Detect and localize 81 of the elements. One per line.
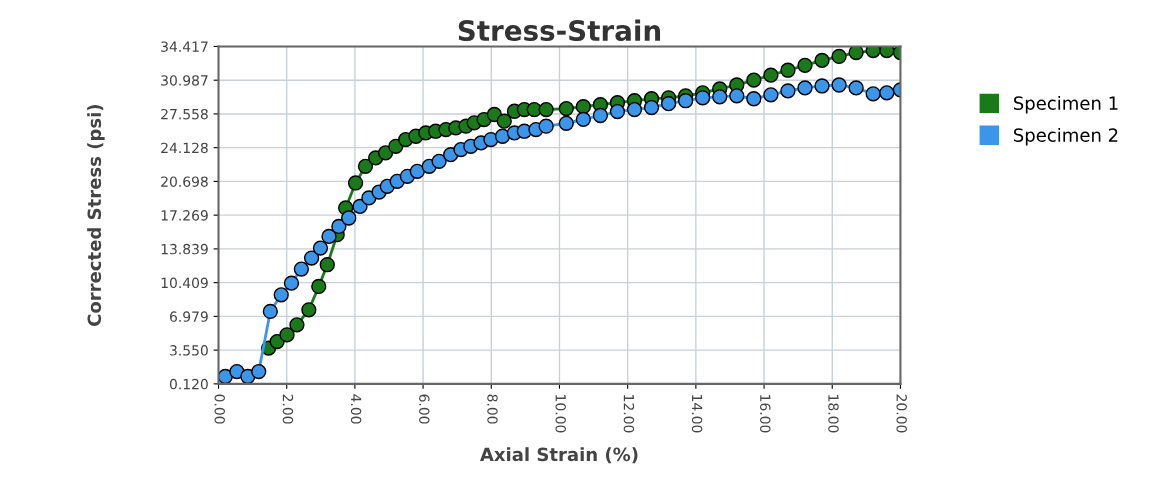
chart-title: Stress-Strain xyxy=(458,19,661,42)
point xyxy=(848,80,864,96)
point xyxy=(848,46,864,61)
x-tick-label: 16.00 xyxy=(760,395,771,433)
y-tick-label: 0.120 xyxy=(169,378,208,390)
y-tick-label: 24.128 xyxy=(161,142,208,154)
point xyxy=(879,85,895,101)
point xyxy=(431,153,447,169)
point xyxy=(695,90,711,106)
point xyxy=(273,287,289,303)
y-axis-title: Corrected Stress (psi) xyxy=(87,104,105,326)
x-tick-label: 0.00 xyxy=(214,394,225,424)
point xyxy=(763,87,779,103)
point xyxy=(797,57,813,73)
y-tick-label: 6.979 xyxy=(169,311,208,322)
point xyxy=(746,72,762,88)
point xyxy=(592,107,609,124)
point xyxy=(763,67,779,83)
point xyxy=(558,115,574,131)
point xyxy=(494,128,511,144)
point xyxy=(609,103,626,120)
x-tick-label: 18.00 xyxy=(828,395,839,433)
point xyxy=(831,48,847,65)
legend-label: Specimen 1 xyxy=(1013,95,1118,114)
point xyxy=(865,86,881,102)
point xyxy=(312,240,329,256)
point xyxy=(797,80,813,96)
point xyxy=(311,278,327,295)
point xyxy=(729,88,745,104)
y-tick-label: 10.409 xyxy=(161,277,208,289)
x-axis-title: Axial Strain (%) xyxy=(480,447,638,464)
x-tick-label: 2.00 xyxy=(282,394,294,424)
y-tick-label: 13.839 xyxy=(161,243,208,255)
point xyxy=(626,101,643,118)
point xyxy=(677,93,694,109)
point xyxy=(341,210,357,226)
x-tick-label: 20.00 xyxy=(896,394,907,433)
point xyxy=(558,100,574,117)
x-tick-label: 4.00 xyxy=(350,394,362,424)
point xyxy=(660,96,677,112)
legend-label: Specimen 2 xyxy=(1013,127,1118,146)
point xyxy=(746,91,762,107)
point xyxy=(293,261,309,277)
point xyxy=(262,303,278,320)
y-tick-label: 3.550 xyxy=(170,345,208,356)
x-tick-label: 10.00 xyxy=(555,395,566,433)
point xyxy=(575,98,591,115)
point xyxy=(303,250,320,266)
point xyxy=(289,317,305,333)
y-tick-label: 34.417 xyxy=(161,41,208,52)
x-tick-label: 14.00 xyxy=(691,395,703,433)
point xyxy=(251,363,267,380)
point xyxy=(279,327,295,343)
point xyxy=(538,101,554,118)
x-tick-label: 6.00 xyxy=(419,394,430,424)
y-tick-label: 20.698 xyxy=(161,176,208,187)
point xyxy=(538,118,554,134)
point xyxy=(879,46,895,59)
point xyxy=(409,163,425,180)
point xyxy=(496,113,512,129)
point xyxy=(575,111,591,128)
point xyxy=(643,99,660,116)
x-tick-label: 12.00 xyxy=(623,395,635,433)
point xyxy=(814,52,830,69)
y-tick-label: 17.269 xyxy=(161,210,208,221)
point xyxy=(831,77,847,93)
point xyxy=(780,83,796,99)
point xyxy=(283,275,300,291)
point xyxy=(780,62,796,78)
point xyxy=(357,158,374,174)
point xyxy=(331,218,347,235)
point xyxy=(321,228,337,245)
point xyxy=(865,46,881,59)
point xyxy=(712,89,728,105)
x-tick-label: 8.00 xyxy=(487,394,498,424)
y-tick-label: 30.987 xyxy=(161,75,208,86)
point xyxy=(301,302,317,318)
point xyxy=(347,175,364,191)
point xyxy=(319,257,335,273)
point xyxy=(814,78,830,94)
y-tick-label: 27.558 xyxy=(161,108,208,120)
